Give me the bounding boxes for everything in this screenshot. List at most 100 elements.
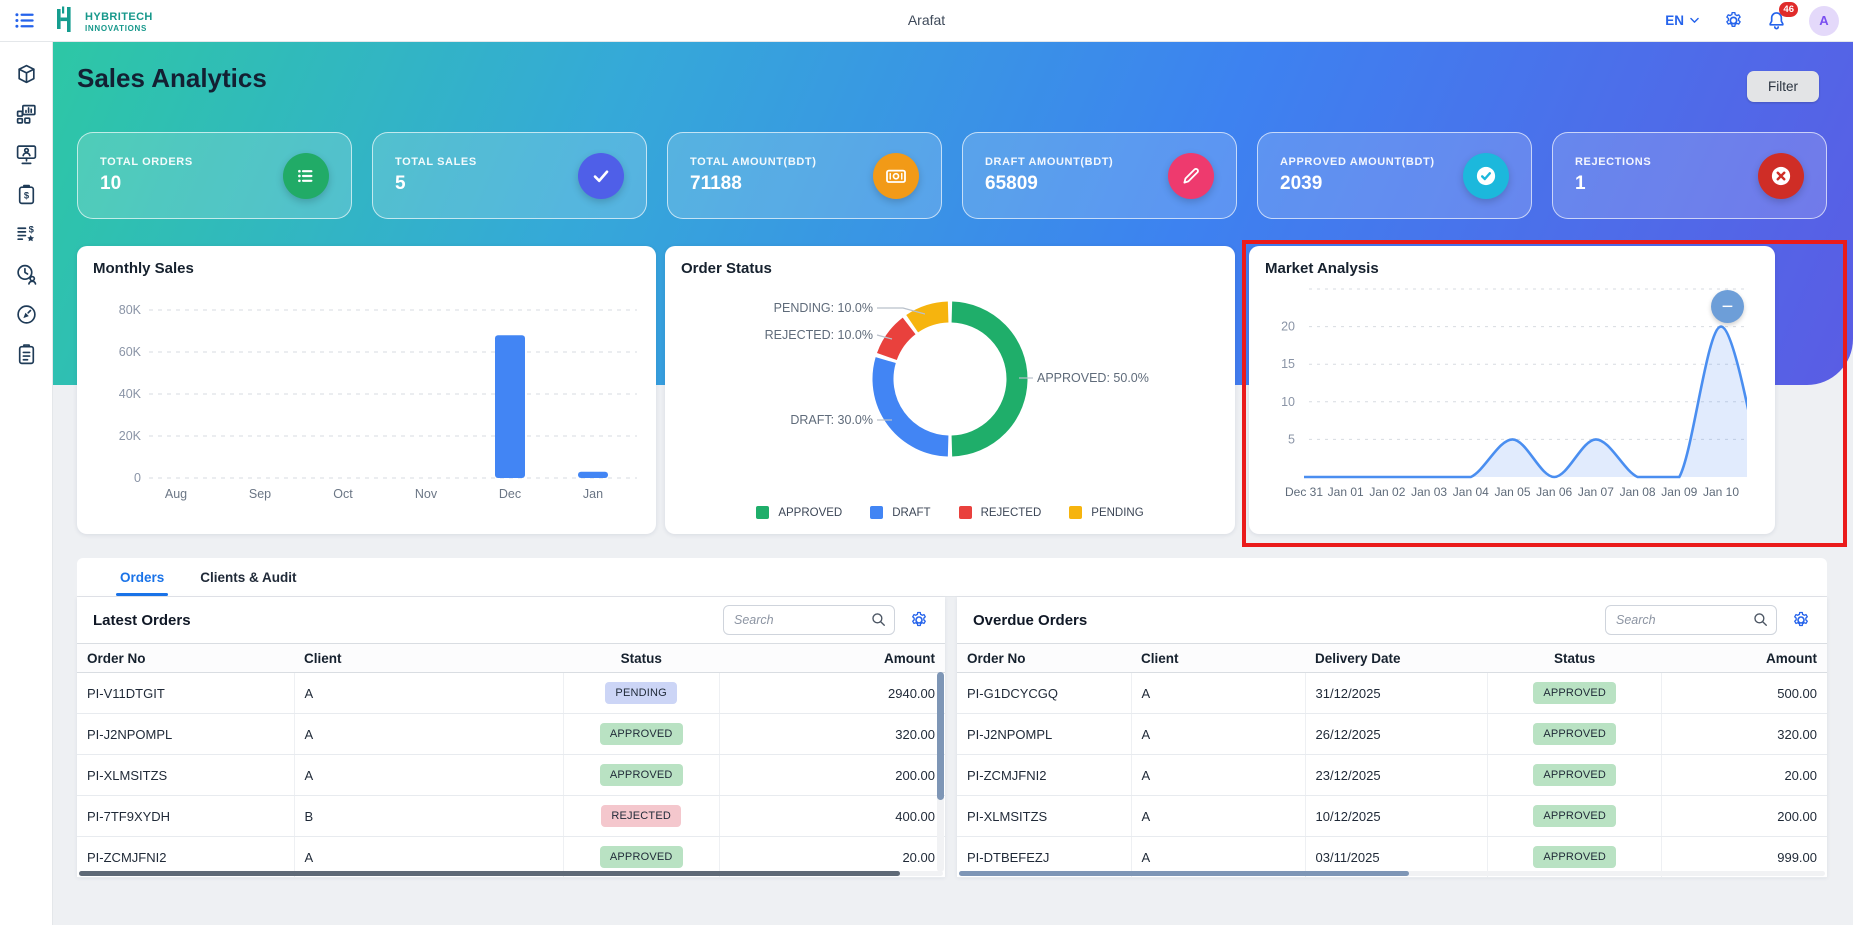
cell-order-no: PI-J2NPOMPL (957, 713, 1132, 755)
legend-swatch (756, 506, 770, 519)
sidebar-item-clipboard-audit-icon[interactable] (15, 343, 38, 366)
sidebar-item-list-dollar-star-icon[interactable]: $ (15, 223, 38, 246)
cell-amount: 20.00 (1661, 754, 1827, 796)
menu-toggle-icon[interactable] (13, 9, 36, 32)
search-icon[interactable] (1752, 611, 1769, 628)
table-row[interactable]: PI-7TF9XYDH B REJECTED 400.00 (77, 795, 945, 837)
table-row[interactable]: PI-ZCMJFNI2 A 23/12/2025 APPROVED 20.00 (957, 754, 1827, 796)
cell-delivery-date: 10/12/2025 (1305, 795, 1489, 837)
svg-text:Jan 02: Jan 02 (1369, 485, 1405, 499)
stat-card-total-orders[interactable]: TOTAL ORDERS 10 (77, 132, 352, 219)
filter-button[interactable]: Filter (1747, 71, 1819, 102)
svg-text:Jan 03: Jan 03 (1411, 485, 1447, 499)
cell-client: A (1131, 672, 1306, 714)
notification-count-badge: 46 (1779, 2, 1798, 17)
legend-item-pending: PENDING (1069, 506, 1144, 519)
sidebar-item-package-icon[interactable] (15, 63, 38, 86)
tab-orders[interactable]: Orders (115, 558, 169, 596)
svg-text:0: 0 (134, 471, 141, 485)
overdue-orders-title: Overdue Orders (973, 611, 1088, 629)
vertical-scrollbar[interactable] (937, 672, 944, 872)
notifications-bell-icon[interactable]: 46 (1766, 2, 1798, 31)
brand-mark-icon (56, 6, 81, 38)
sidebar-item-monitor-user-icon[interactable] (15, 143, 38, 166)
table-settings-icon[interactable] (1791, 610, 1811, 630)
svg-text:15: 15 (1281, 357, 1295, 371)
column-header-amount[interactable]: Amount (1661, 643, 1827, 673)
svg-text:Jan 10: Jan 10 (1703, 485, 1739, 499)
market-analysis-title: Market Analysis (1265, 260, 1379, 277)
cell-client: B (294, 795, 564, 837)
sidebar-item-modules-icon[interactable] (15, 103, 38, 126)
cell-client: A (1131, 754, 1306, 796)
search-input[interactable] (1605, 605, 1777, 635)
cell-delivery-date: 23/12/2025 (1305, 754, 1489, 796)
svg-text:Aug: Aug (165, 487, 187, 501)
donut-legend: APPROVED DRAFT REJECTED PENDING (665, 506, 1235, 519)
stat-label: TOTAL ORDERS (100, 156, 193, 168)
stat-value: 71188 (690, 173, 742, 194)
svg-text:Dec 31: Dec 31 (1285, 485, 1323, 499)
search-icon[interactable] (870, 611, 887, 628)
column-header-client[interactable]: Client (294, 643, 564, 673)
horizontal-scrollbar[interactable] (79, 871, 943, 876)
table-row[interactable]: PI-J2NPOMPL A 26/12/2025 APPROVED 320.00 (957, 713, 1827, 755)
stat-label: TOTAL AMOUNT(BDT) (690, 156, 817, 168)
stat-card-total-amount-bdt-[interactable]: TOTAL AMOUNT(BDT) 71188 (667, 132, 942, 219)
table-row[interactable]: PI-DTBEFEZJ A 03/11/2025 APPROVED 999.00 (957, 836, 1827, 878)
settings-gear-icon[interactable] (1723, 10, 1744, 31)
column-header-status[interactable]: Status (563, 643, 720, 673)
legend-swatch (870, 506, 884, 519)
cell-delivery-date: 31/12/2025 (1305, 672, 1489, 714)
brand-logo[interactable]: HYBRITECH INNOVATIONS (56, 6, 153, 38)
column-header-amount[interactable]: Amount (719, 643, 945, 673)
latest-orders-panel: Latest Orders Order NoClientStatusAmount… (77, 597, 945, 878)
svg-text:Jan 08: Jan 08 (1620, 485, 1656, 499)
search-input[interactable] (723, 605, 895, 635)
status-badge: REJECTED (601, 805, 682, 827)
column-header-order-no[interactable]: Order No (77, 643, 294, 673)
table-row[interactable]: PI-J2NPOMPL A APPROVED 320.00 (77, 713, 945, 755)
stat-card-rejections[interactable]: REJECTIONS 1 (1552, 132, 1827, 219)
sidebar-item-compass-pen-icon[interactable] (15, 303, 38, 326)
svg-text:Jan 05: Jan 05 (1494, 485, 1530, 499)
language-selector[interactable]: EN (1665, 13, 1701, 28)
column-header-order-no[interactable]: Order No (957, 643, 1131, 673)
horizontal-scrollbar[interactable] (959, 871, 1825, 876)
legend-item-draft: DRAFT (870, 506, 931, 519)
cell-client: A (294, 672, 564, 714)
latest-orders-search (723, 605, 895, 635)
stat-card-total-sales[interactable]: TOTAL SALES 5 (372, 132, 647, 219)
stat-value: 1 (1575, 173, 1586, 194)
table-header-row: Order No Client Status Amount (77, 643, 945, 673)
column-header-status[interactable]: Status (1487, 643, 1662, 673)
sidebar-nav: $ $ (0, 41, 53, 925)
table-row[interactable]: PI-G1DCYCGQ A 31/12/2025 APPROVED 500.00 (957, 672, 1827, 714)
stat-value: 2039 (1280, 173, 1323, 194)
svg-text:60K: 60K (119, 345, 142, 359)
user-avatar[interactable]: A (1809, 5, 1839, 36)
column-header-delivery-date[interactable]: Delivery Date (1305, 643, 1488, 673)
chart-zoom-minus-button[interactable]: − (1711, 290, 1744, 323)
sidebar-item-clipboard-dollar-icon[interactable]: $ (15, 183, 38, 206)
stat-card-draft-amount-bdt-[interactable]: DRAFT AMOUNT(BDT) 65809 (962, 132, 1237, 219)
tab-clients-audit[interactable]: Clients & Audit (200, 569, 297, 585)
column-header-client[interactable]: Client (1131, 643, 1305, 673)
svg-text:REJECTED: 10.0%: REJECTED: 10.0% (765, 328, 873, 342)
table-row[interactable]: PI-XLMSITZS A APPROVED 200.00 (77, 754, 945, 796)
svg-text:$: $ (23, 190, 29, 201)
stat-value: 5 (395, 173, 406, 194)
status-badge: APPROVED (599, 723, 683, 745)
stat-cards-row: TOTAL ORDERS 10 TOTAL SALES 5 TOTAL AMOUNT(B… (77, 132, 1827, 219)
stat-card-approved-amount-bdt-[interactable]: APPROVED AMOUNT(BDT) 2039 (1257, 132, 1532, 219)
table-settings-icon[interactable] (909, 610, 929, 630)
table-row[interactable]: PI-XLMSITZS A 10/12/2025 APPROVED 200.00 (957, 795, 1827, 837)
market-analysis-line-chart: 5 10 15 20 Dec 31 Jan 01 Jan 02 Jan 03 Jan 04 Jan… (1281, 288, 1749, 499)
language-label: EN (1665, 13, 1684, 28)
cell-amount: 200.00 (1661, 795, 1827, 837)
cell-amount: 400.00 (719, 795, 945, 837)
table-row[interactable]: PI-V11DTGIT A PENDING 2940.00 (77, 672, 945, 714)
sidebar-item-clock-user-icon[interactable] (15, 263, 38, 286)
